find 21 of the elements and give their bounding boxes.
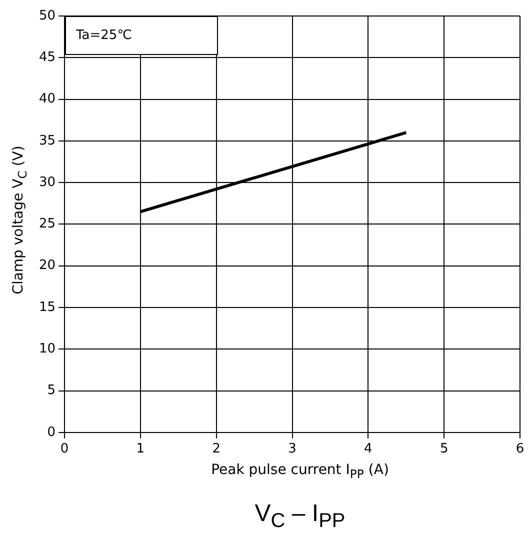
y-tick-label: 25 — [38, 216, 56, 232]
x-tick-label: 1 — [136, 442, 145, 457]
note-box: Ta=25℃ — [65, 16, 218, 55]
x-tick-label: 3 — [288, 442, 296, 457]
y-tick-label: 35 — [38, 133, 56, 148]
x-tick-label: 6 — [516, 442, 524, 457]
x-tick-label: 2 — [212, 442, 220, 457]
x-tick-label: 4 — [364, 442, 372, 457]
y-tick-label: 0 — [47, 424, 56, 440]
y-tick-label: 20 — [38, 258, 56, 274]
text: V$_{C}$ – I$_{PP}$ — [254, 500, 346, 533]
y-tick-label: 50 — [38, 8, 56, 24]
y-tick-label: 45 — [38, 50, 56, 66]
y-tick-label: 30 — [38, 174, 56, 190]
y-tick-label: 40 — [38, 92, 56, 107]
y-tick-label: 5 — [47, 383, 56, 398]
x-axis-title: Peak pulse current I$_{PP}$ (A) — [211, 462, 389, 481]
x-tick-label: 5 — [440, 442, 448, 457]
y-tick-label: 10 — [38, 341, 56, 356]
y-tick-label: 15 — [38, 300, 56, 315]
x-tick-label: 0 — [60, 442, 69, 457]
